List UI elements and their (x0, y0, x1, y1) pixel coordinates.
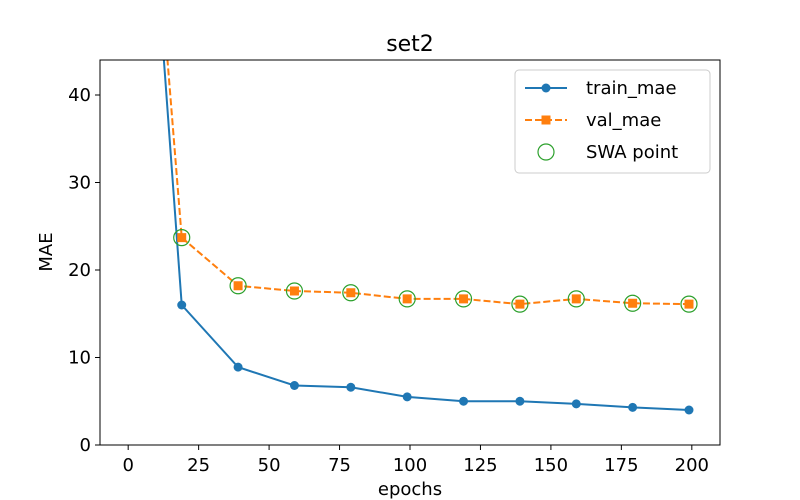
swa-point (173, 229, 191, 247)
train_mae-point (684, 405, 694, 415)
train_mae-point (289, 381, 299, 390)
train_mae-point (515, 396, 525, 406)
y-tick-label: 20 (68, 260, 91, 281)
legend-swa-marker (537, 143, 555, 161)
val_mae-point (684, 299, 694, 309)
x-tick-label: 25 (187, 455, 210, 476)
swa-point (680, 295, 698, 313)
swa-point (398, 290, 416, 308)
x-tick-label: 75 (328, 455, 351, 476)
swa-point (511, 295, 529, 313)
x-tick-label: 125 (463, 455, 497, 476)
x-axis-title: epochs (378, 479, 442, 500)
y-tick-label: 10 (68, 348, 91, 369)
train_mae-line (162, 60, 690, 411)
val_mae-point (515, 299, 525, 309)
y-axis-title: MAE (36, 232, 57, 271)
val_mae-point (402, 294, 412, 304)
val_mae-point (346, 288, 356, 298)
swa-point (567, 290, 585, 308)
legend: train_mae val_mae SWA point (514, 69, 711, 174)
train_mae-point (346, 382, 356, 392)
train_mae-point (459, 396, 469, 406)
swa-point (342, 284, 360, 302)
x-tick-label: 100 (393, 455, 427, 476)
swa-point (624, 294, 642, 312)
train_mae-point (402, 392, 412, 402)
y-tick-label: 0 (80, 435, 91, 456)
chart-title: set2 (386, 32, 434, 57)
y-tick-label: 30 (68, 173, 91, 194)
x-tick-label: 150 (534, 455, 568, 476)
x-tick-label: 200 (675, 455, 709, 476)
swa-point (285, 282, 304, 300)
x-tick-label: 0 (122, 455, 133, 476)
swa-point (229, 277, 247, 295)
val_mae-point (233, 281, 243, 291)
val_mae-point (177, 233, 187, 243)
legend-swa-label: SWA point (586, 142, 678, 163)
legend-box (514, 69, 711, 174)
legend-val_mae-marker (541, 115, 551, 125)
y-tick-label: 40 (68, 85, 91, 106)
train_mae-point (177, 300, 187, 310)
legend-train_mae-label: train_mae (586, 78, 677, 99)
train_mae-point (571, 399, 581, 409)
val_mae-point (571, 294, 581, 304)
legend-val_mae-label: val_mae (586, 110, 661, 131)
x-tick-label: 50 (258, 455, 281, 476)
val_mae-point (459, 294, 469, 304)
val_mae-point (628, 298, 638, 308)
train_mae-point (233, 362, 243, 372)
train_mae-point (628, 402, 638, 412)
swa-point (454, 290, 473, 308)
val_mae-point (289, 286, 299, 296)
legend-train_mae-marker (541, 83, 551, 93)
x-tick-label: 175 (604, 455, 638, 476)
